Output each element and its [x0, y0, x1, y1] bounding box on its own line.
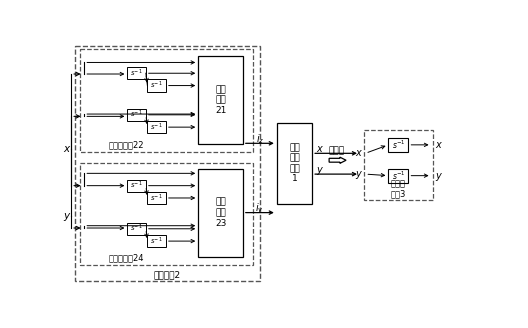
Text: $s^{-1}$: $s^{-1}$: [130, 109, 143, 120]
Bar: [127, 109, 146, 121]
Text: y: y: [355, 169, 361, 179]
Text: x: x: [63, 144, 70, 154]
Bar: [147, 79, 166, 92]
Bar: [389, 138, 409, 152]
Text: y: y: [316, 165, 322, 175]
Text: $s^{-1}$: $s^{-1}$: [130, 68, 143, 79]
Text: y: y: [63, 212, 70, 221]
Text: x: x: [316, 144, 322, 154]
Bar: [80, 50, 253, 152]
Bar: [127, 223, 146, 235]
Bar: [80, 163, 253, 265]
Text: 等效为: 等效为: [329, 147, 345, 155]
Text: $s^{-1}$: $s^{-1}$: [130, 223, 143, 235]
Bar: [198, 56, 243, 144]
Text: $i_y$: $i_y$: [256, 202, 264, 216]
Polygon shape: [329, 157, 346, 163]
Text: 神经
网络
23: 神经 网络 23: [215, 198, 226, 228]
Text: $s^{-1}$: $s^{-1}$: [392, 139, 406, 151]
Text: y: y: [436, 171, 441, 181]
Bar: [127, 67, 146, 79]
Text: x: x: [355, 148, 361, 158]
Bar: [147, 235, 166, 247]
Bar: [127, 179, 146, 192]
Bar: [198, 169, 243, 256]
Text: 逆模型库2: 逆模型库2: [154, 271, 181, 279]
Text: $s^{-1}$: $s^{-1}$: [150, 236, 163, 247]
Bar: [147, 192, 166, 204]
Text: 正常逆模型22: 正常逆模型22: [109, 140, 144, 149]
Text: $s^{-1}$: $s^{-1}$: [150, 80, 163, 91]
Text: $s^{-1}$: $s^{-1}$: [150, 192, 163, 204]
Bar: [364, 130, 433, 199]
Text: x: x: [436, 140, 441, 150]
Text: 神经
网络
21: 神经 网络 21: [215, 85, 226, 115]
Bar: [389, 169, 409, 183]
Text: 伪线性
系统3: 伪线性 系统3: [391, 179, 406, 198]
Text: $s^{-1}$: $s^{-1}$: [392, 170, 406, 182]
Bar: [75, 46, 260, 281]
Bar: [277, 123, 312, 204]
Bar: [147, 121, 166, 133]
Text: 故障逆模型24: 故障逆模型24: [109, 254, 144, 262]
Text: $s^{-1}$: $s^{-1}$: [150, 121, 163, 133]
Text: $i_z$: $i_z$: [256, 133, 264, 146]
Text: 复合
被控
对象
1: 复合 被控 对象 1: [289, 143, 300, 183]
Text: $s^{-1}$: $s^{-1}$: [130, 180, 143, 191]
